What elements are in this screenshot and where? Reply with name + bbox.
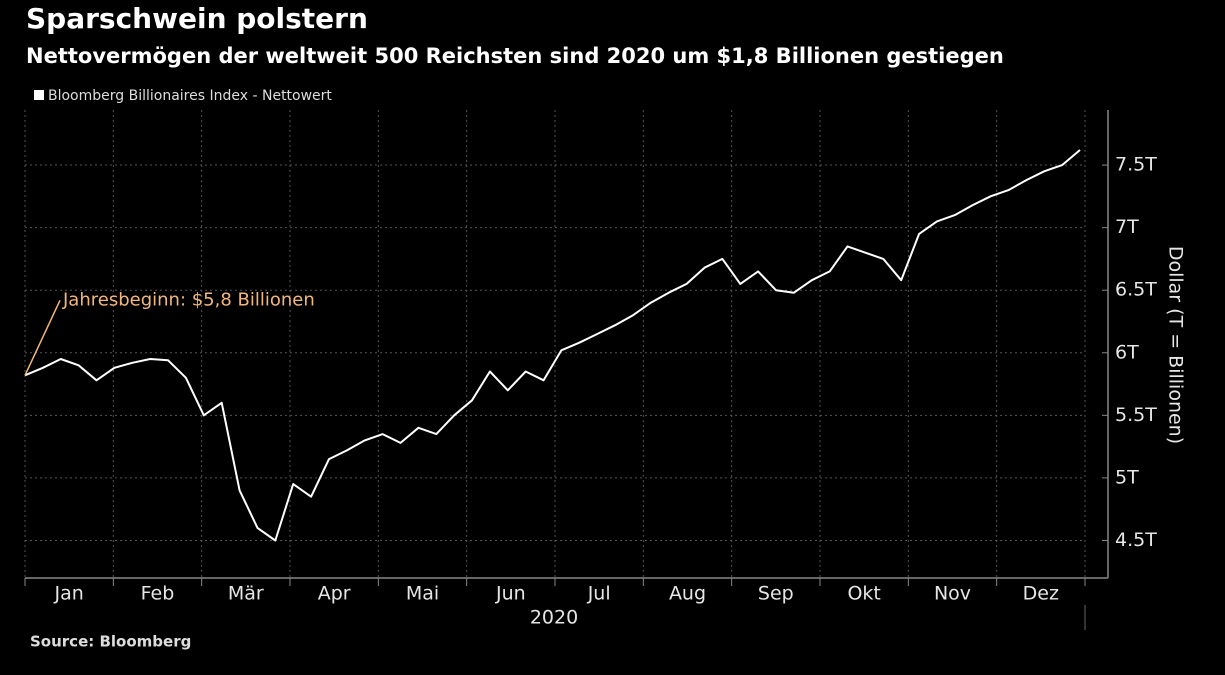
y-tick-label: 5T (1115, 466, 1139, 488)
y-tick-label: 5.5T (1115, 404, 1157, 426)
annotation-line (24, 299, 61, 376)
line-series (24, 149, 1081, 542)
x-tick-label: Jun (495, 583, 526, 605)
x-tick-label: Jul (587, 583, 611, 605)
x-tick-label: Feb (141, 583, 175, 605)
y-tick-label: 6.5T (1115, 279, 1157, 301)
chart-subtitle: Nettovermögen der weltweit 500 Reichsten… (26, 44, 1004, 68)
x-tick-label: Mai (406, 583, 439, 605)
y-tick-label: 4.5T (1115, 529, 1157, 551)
x-tick-label: Dez (1023, 583, 1059, 605)
x-tick-label: Nov (934, 583, 971, 605)
source: Source: Bloomberg (30, 633, 191, 651)
x-axis-label: 2020 (530, 607, 578, 629)
x-tick-label: Sep (758, 583, 794, 605)
x-tick-label: Mär (228, 583, 264, 605)
x-tick-label: Jan (54, 583, 84, 605)
chart-title: Sparschwein polstern (26, 2, 368, 35)
legend-swatch (34, 90, 44, 100)
x-tick-label: Okt (847, 583, 880, 605)
x-tick-label: Apr (318, 583, 351, 605)
y-tick-label: 6T (1115, 341, 1139, 363)
y-tick-label: 7.5T (1115, 154, 1157, 176)
annotation: Jahresbeginn: $5,8 Billionen (62, 289, 315, 310)
y-tick-label: 7T (1115, 216, 1139, 238)
x-tick-label: Aug (669, 583, 706, 605)
legend-label: Bloomberg Billionaires Index - Nettowert (48, 88, 332, 104)
y-axis-label: Dollar (T = Billionen) (1165, 246, 1187, 444)
